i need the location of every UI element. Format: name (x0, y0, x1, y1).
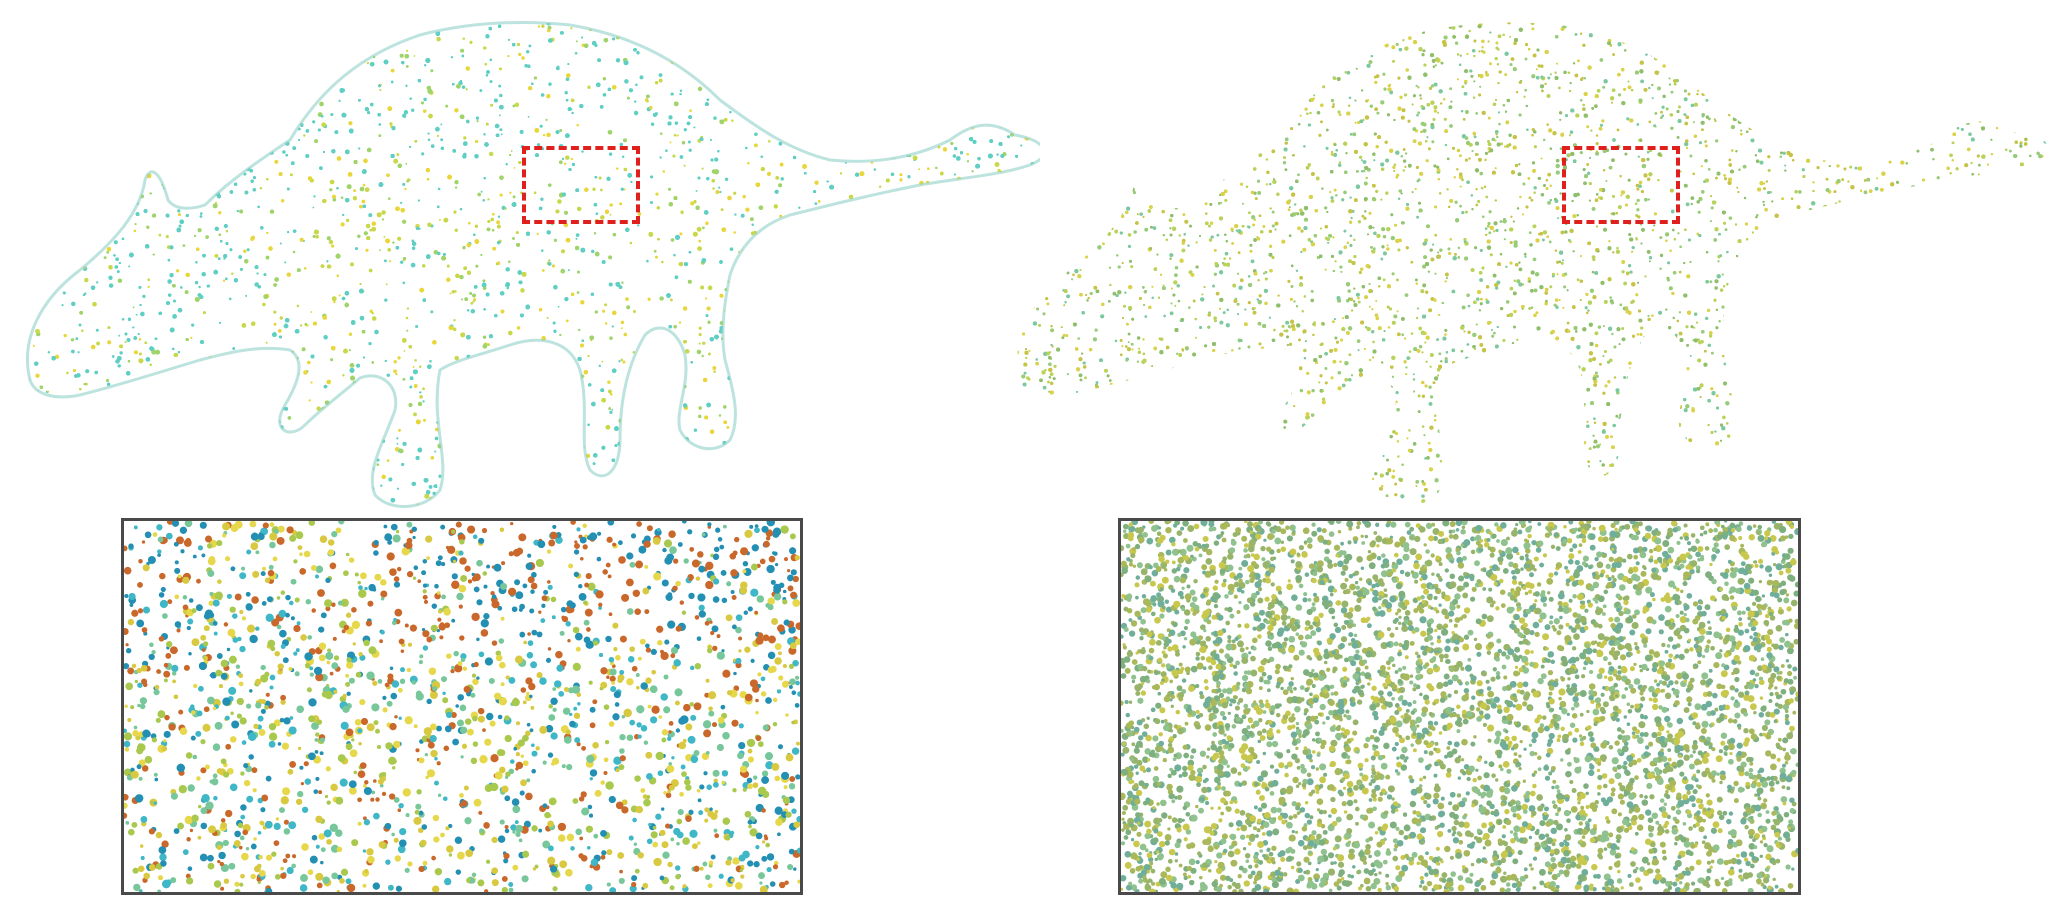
right-zoom-inset (1118, 518, 1801, 895)
left-zoom-region-marker (522, 146, 640, 224)
left-zoom-inset (121, 518, 803, 895)
right-point-cloud (1017, 22, 2049, 507)
right-zoom-region-marker (1562, 146, 1680, 224)
left-point-cloud-render (25, 20, 1040, 508)
left-zoom-point-cloud (124, 521, 800, 892)
left-panel (25, 20, 1040, 895)
right-point-cloud-render (1017, 22, 2049, 507)
right-panel (1000, 0, 2066, 906)
right-zoom-point-cloud (1121, 521, 1798, 892)
left-point-cloud (27, 22, 1040, 507)
